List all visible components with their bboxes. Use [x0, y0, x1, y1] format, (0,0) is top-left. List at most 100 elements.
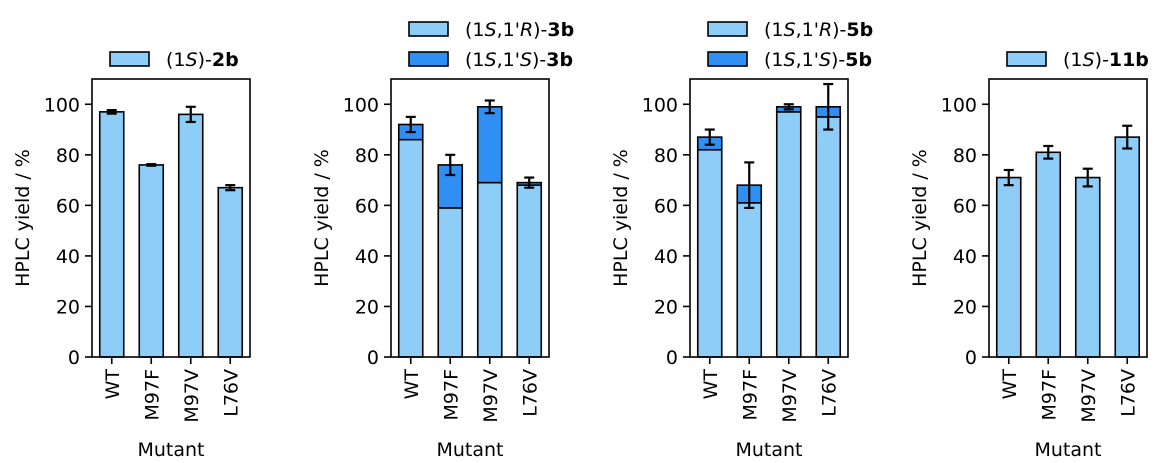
legend-swatch-2: [707, 51, 748, 67]
x-tick-label-wt: WT: [401, 369, 423, 400]
x-axis-title: Mutant: [1034, 439, 1101, 461]
x-axis-title: Mutant: [137, 439, 204, 461]
y-tick-label: 60: [355, 195, 379, 217]
legend-text-part: 2b: [212, 49, 239, 71]
legend-text-part: 5b: [846, 19, 873, 41]
legend-text-part: 3b: [547, 19, 574, 41]
bar-wt-series-1: [397, 138, 424, 358]
legend-text-part: S: [819, 49, 831, 71]
legend-text-part: )-: [198, 49, 212, 71]
bar-m97v-series-1: [476, 181, 503, 358]
y-tick-label: 0: [666, 347, 678, 369]
legend-text-part: (1: [465, 49, 485, 71]
y-tick-label: 40: [355, 246, 379, 268]
legend-label-1: (1S,1'R)-5b: [764, 19, 873, 41]
x-tick-label-m97v: M97V: [779, 369, 801, 423]
legend-swatch-2: [408, 51, 449, 67]
bar-m97v-series-1: [1074, 176, 1101, 358]
bar-l76v-series-1: [815, 116, 842, 358]
legend-label-2: (1S,1'S)-5b: [764, 49, 872, 71]
legend-text-part: (1: [465, 19, 485, 41]
bar-m97f-series-1: [138, 164, 165, 358]
y-tick-label: 0: [367, 347, 379, 369]
y-tick-label: 80: [56, 145, 80, 167]
legend-text-part: S: [1083, 49, 1095, 71]
x-tick-label-wt: WT: [700, 369, 722, 400]
legend-text-part: R: [520, 19, 533, 41]
y-tick-label: 60: [56, 195, 80, 217]
x-axis-title: Mutant: [436, 439, 503, 461]
y-tick-label: 0: [965, 347, 977, 369]
y-tick-label: 20: [953, 296, 977, 318]
legend-text-part: S: [485, 19, 497, 41]
legend-text-part: ,1': [796, 19, 819, 41]
bar-wt-series-1: [696, 148, 723, 358]
x-tick-label-m97f: M97F: [141, 369, 163, 421]
x-tick-label-l76v: L76V: [818, 369, 840, 417]
y-tick-label: 40: [654, 246, 678, 268]
legend-text-part: R: [819, 19, 832, 41]
legend-text-part: )-: [533, 19, 547, 41]
y-tick-label: 40: [953, 246, 977, 268]
x-tick-label-l76v: L76V: [220, 369, 242, 417]
y-tick-label: 100: [343, 94, 379, 116]
y-tick-label: 80: [355, 145, 379, 167]
legend-swatch-1: [1006, 51, 1047, 67]
bar-l76v-series-1: [516, 184, 543, 358]
x-tick-label-m97v: M97V: [1078, 369, 1100, 423]
x-tick-label-l76v: L76V: [519, 369, 541, 417]
legend-text-part: ,1': [497, 49, 520, 71]
chart-panel-1: 0 20 40 60 80 100 WT M97F M97V L76V Mutant HPLC yie…: [12, 49, 251, 461]
y-tick-label: 20: [654, 296, 678, 318]
x-tick-label-m97f: M97F: [739, 369, 761, 421]
bar-wt-series-1: [98, 111, 125, 358]
y-tick-label: 40: [56, 246, 80, 268]
y-tick-label: 100: [941, 94, 977, 116]
y-axis-title: HPLC yield / %: [610, 149, 632, 287]
legend-text-part: S: [784, 49, 796, 71]
y-axis-title: HPLC yield / %: [909, 149, 931, 287]
legend-text-part: (1: [764, 19, 784, 41]
bar-m97v-series-2: [476, 106, 503, 184]
legend-text-part: S: [784, 19, 796, 41]
legend-text-part: )-: [532, 49, 546, 71]
y-tick-label: 60: [654, 195, 678, 217]
y-tick-label: 100: [44, 94, 80, 116]
plot-frame: [689, 78, 849, 358]
legend-text-part: )-: [1095, 49, 1109, 71]
legend-label-1: (1S)-2b: [166, 49, 239, 71]
y-tick-label: 60: [953, 195, 977, 217]
legend-swatch-1: [408, 21, 449, 37]
legend-label-1: (1S,1'R)-3b: [465, 19, 574, 41]
legend-text-part: S: [485, 49, 497, 71]
legend-text-part: 11b: [1109, 49, 1149, 71]
x-tick-label-m97v: M97V: [181, 369, 203, 423]
y-tick-label: 80: [953, 145, 977, 167]
y-tick-label: 0: [68, 347, 80, 369]
chart-panel-4: 0 20 40 60 80 100 WT M97F M97V L76V Mutant HPLC yie…: [909, 49, 1149, 461]
chart-panel-2: 0 20 40 60 80 100 WT M97F M97V L76V Mutant HPLC yie…: [311, 19, 574, 461]
legend-text-part: )-: [831, 49, 845, 71]
y-tick-label: 20: [56, 296, 80, 318]
bar-m97f-series-1: [437, 207, 464, 358]
bar-m97v-series-1: [775, 111, 802, 358]
y-axis-title: HPLC yield / %: [12, 149, 34, 287]
plot-frame: [988, 78, 1148, 358]
bar-m97f-series-1: [1035, 151, 1062, 358]
legend-text-part: ,1': [497, 19, 520, 41]
bar-m97v-series-1: [177, 113, 204, 358]
y-tick-label: 20: [355, 296, 379, 318]
chart-panel-3: 0 20 40 60 80 100 WT M97F M97V L76V Mutant HPLC yie…: [610, 19, 873, 461]
plot-frame: [91, 78, 251, 358]
legend-text-part: (1: [1063, 49, 1083, 71]
legend-text-part: S: [520, 49, 532, 71]
legend-text-part: ,1': [796, 49, 819, 71]
x-tick-label-m97f: M97F: [440, 369, 462, 421]
legend-text-part: (1: [166, 49, 186, 71]
legend-label-2: (1S,1'S)-3b: [465, 49, 573, 71]
plot-frame: [390, 78, 550, 358]
bar-m97f-series-1: [736, 202, 763, 358]
bar-l76v-series-1: [217, 186, 244, 358]
legend-text-part: (1: [764, 49, 784, 71]
